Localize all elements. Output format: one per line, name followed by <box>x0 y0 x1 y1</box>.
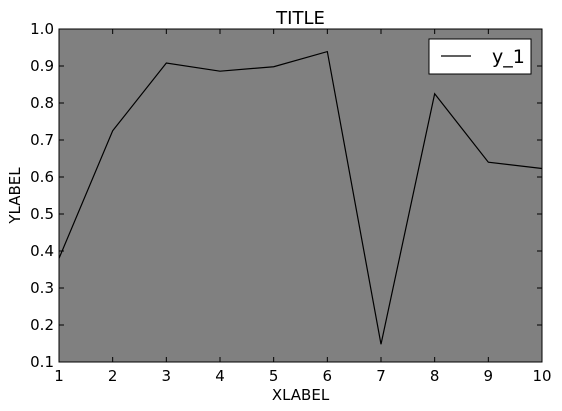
y-axis-title: YLABEL <box>6 167 24 225</box>
y-tick-label: 1.0 <box>30 20 54 38</box>
x-tick-label: 9 <box>484 367 494 385</box>
x-tick-label: 1 <box>54 367 64 385</box>
x-tick-label: 7 <box>376 367 386 385</box>
x-tick-label: 10 <box>532 367 551 385</box>
x-tick-label: 3 <box>162 367 172 385</box>
y-tick-label: 0.5 <box>30 205 54 223</box>
x-tick-label: 4 <box>215 367 225 385</box>
y-tick-label: 0.6 <box>30 168 54 186</box>
legend-label-y_1: y_1 <box>492 46 525 68</box>
x-tick-label: 6 <box>323 367 333 385</box>
legend: y_1 <box>428 38 532 75</box>
plot-area <box>59 29 542 362</box>
x-tick-label: 5 <box>269 367 279 385</box>
plot-frame <box>58 28 543 363</box>
y-tick-label: 0.4 <box>30 242 54 260</box>
y-tick-label: 0.9 <box>30 57 54 75</box>
chart-title: TITLE <box>275 8 325 29</box>
y-tick-label: 0.2 <box>30 316 54 334</box>
y-tick-label: 0.8 <box>30 94 54 112</box>
y-tick-label: 0.7 <box>30 131 54 149</box>
series-lines <box>58 50 543 345</box>
axis-tick-labels: 1 2 3 4 5 6 7 8 9 10 0.1 0.2 0.3 0.4 0.5 0.6 0.7 0.8 0.9 1.… <box>30 20 551 385</box>
y-tick-label: 0.3 <box>30 279 54 297</box>
x-tick-label: 8 <box>430 367 440 385</box>
y-tick-label: 0.1 <box>30 353 54 371</box>
x-axis-title: XLABEL <box>272 386 330 404</box>
series-line-y_1 <box>58 50 543 345</box>
x-tick-label: 2 <box>108 367 118 385</box>
